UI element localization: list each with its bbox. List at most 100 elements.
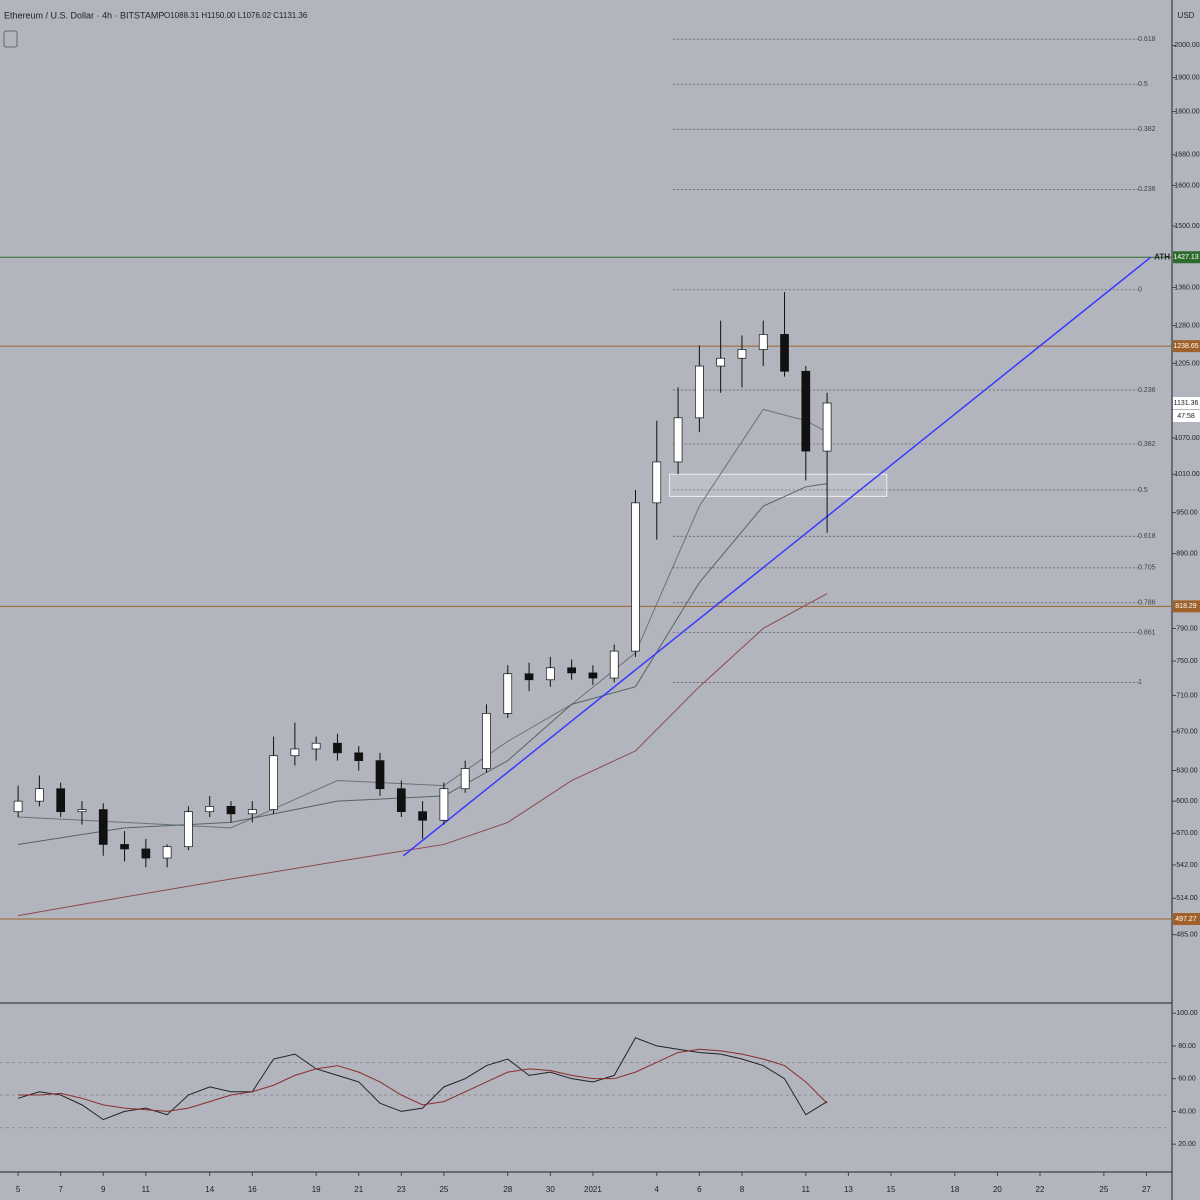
rsi-tick-label: 100.00 [1176, 1010, 1198, 1017]
candle-body [184, 811, 193, 848]
y-tick-label: 542.00 [1176, 862, 1198, 869]
candle-body [695, 365, 704, 419]
fib-label: 0.382 [1138, 441, 1156, 448]
x-tick-label: 21 [354, 1185, 363, 1194]
y-tick-label: 710.00 [1176, 692, 1198, 699]
level-tag-label: 818.29 [1175, 603, 1197, 610]
x-tick-label: 30 [546, 1185, 555, 1194]
x-tick-label: 11 [142, 1185, 151, 1194]
y-tick-label: 950.00 [1176, 510, 1198, 517]
countdown-tag [1173, 410, 1200, 423]
x-tick-label: 2021 [584, 1185, 602, 1194]
candle-body [609, 650, 619, 679]
x-tick-label: 4 [655, 1185, 660, 1194]
level-tag-label: 1427.13 [1173, 254, 1198, 261]
fib-label: 0.861 [1138, 629, 1156, 636]
fib-label: 0.236 [1138, 387, 1156, 394]
fib-label: 0.236 [1138, 186, 1156, 193]
candle-body [205, 806, 215, 813]
candle-body [631, 502, 640, 652]
moving-average [18, 593, 828, 917]
candle-body [56, 788, 66, 813]
candle-body [13, 800, 23, 813]
fib-label: 0.705 [1138, 565, 1156, 572]
candle-body [418, 811, 427, 821]
fib-label: 0.5 [1138, 487, 1148, 494]
y-tick-label: 570.00 [1176, 830, 1198, 837]
collapse-button[interactable] [3, 30, 18, 48]
fib-label: 1 [1138, 679, 1142, 686]
y-tick-label: 1010.00 [1174, 471, 1199, 478]
x-tick-label: 25 [1099, 1185, 1108, 1194]
candle-body [737, 349, 747, 359]
y-tick-label: 630.00 [1176, 767, 1198, 774]
y-tick-label: 1800.00 [1174, 108, 1199, 115]
x-tick-label: 7 [58, 1185, 63, 1194]
x-tick-label: 14 [205, 1185, 214, 1194]
y-tick-label: 1680.00 [1174, 152, 1199, 159]
candle-body [503, 673, 513, 714]
y-tick-label: 2000.00 [1174, 42, 1199, 49]
candle-body [226, 806, 236, 815]
fib-label: 0 [1138, 287, 1142, 294]
x-tick-label: 16 [248, 1185, 257, 1194]
candle-body [311, 742, 321, 750]
x-tick-label: 9 [101, 1185, 106, 1194]
candle-body [333, 742, 342, 754]
countdown: 47:58 [1177, 413, 1195, 420]
y-tick-label: 1900.00 [1174, 74, 1199, 81]
candle-body [396, 788, 406, 813]
zone [669, 473, 888, 497]
y-tick-label: 670.00 [1176, 729, 1198, 736]
x-tick-label: 13 [844, 1185, 853, 1194]
candle-body [545, 667, 555, 681]
rsi-tick-label: 20.00 [1178, 1141, 1196, 1148]
candle-body [460, 768, 470, 790]
price-tag [1173, 397, 1200, 410]
candle-body [162, 846, 172, 859]
candle-body [758, 334, 768, 350]
candle-body [482, 713, 491, 769]
fib-label: 0.618 [1138, 533, 1156, 540]
y-tick-label: 600.00 [1176, 798, 1198, 805]
candle-body [35, 788, 44, 802]
candle-body [673, 417, 683, 463]
candle-body [141, 848, 151, 859]
y-tick-label: 1600.00 [1174, 182, 1199, 189]
moving-average [18, 408, 828, 829]
fib-label: 0.786 [1138, 600, 1156, 607]
x-tick-label: 28 [503, 1185, 512, 1194]
y-tick-label: 1070.00 [1174, 435, 1199, 442]
moving-average [18, 483, 828, 845]
y-tick-label: 890.00 [1176, 550, 1198, 557]
x-tick-label: 27 [1142, 1185, 1151, 1194]
fib-label: 0.618 [1138, 36, 1156, 43]
candle-body [120, 844, 129, 850]
x-tick-label: 23 [397, 1185, 406, 1194]
x-tick-label: 11 [802, 1185, 811, 1194]
level-tag [1173, 600, 1200, 613]
y-tick-label: 1360.00 [1174, 284, 1199, 291]
ohlc: O1088.31 H1150.00 L1076.02 C1131.36 [164, 11, 308, 20]
y-tick-label: 750.00 [1176, 658, 1198, 665]
y-tick-label: 514.00 [1176, 895, 1198, 902]
candle-body [77, 809, 87, 813]
candle-body [354, 752, 364, 761]
candle-body [780, 334, 789, 372]
trendline [402, 256, 1152, 857]
candle-body [567, 667, 576, 674]
x-tick-label: 6 [697, 1185, 702, 1194]
candle-body [716, 357, 726, 367]
x-tick-label: 15 [887, 1185, 896, 1194]
y-tick-label: 790.00 [1176, 625, 1198, 632]
level-tag-label: 1238.65 [1173, 343, 1198, 350]
y-tick-label: 1280.00 [1174, 322, 1199, 329]
price-tag-label: 1131.36 [1174, 400, 1199, 407]
x-tick-label: 22 [1036, 1185, 1045, 1194]
level-tag-label: 497.27 [1175, 916, 1197, 923]
rsi-ma [18, 1048, 828, 1112]
candle-body [801, 370, 811, 452]
